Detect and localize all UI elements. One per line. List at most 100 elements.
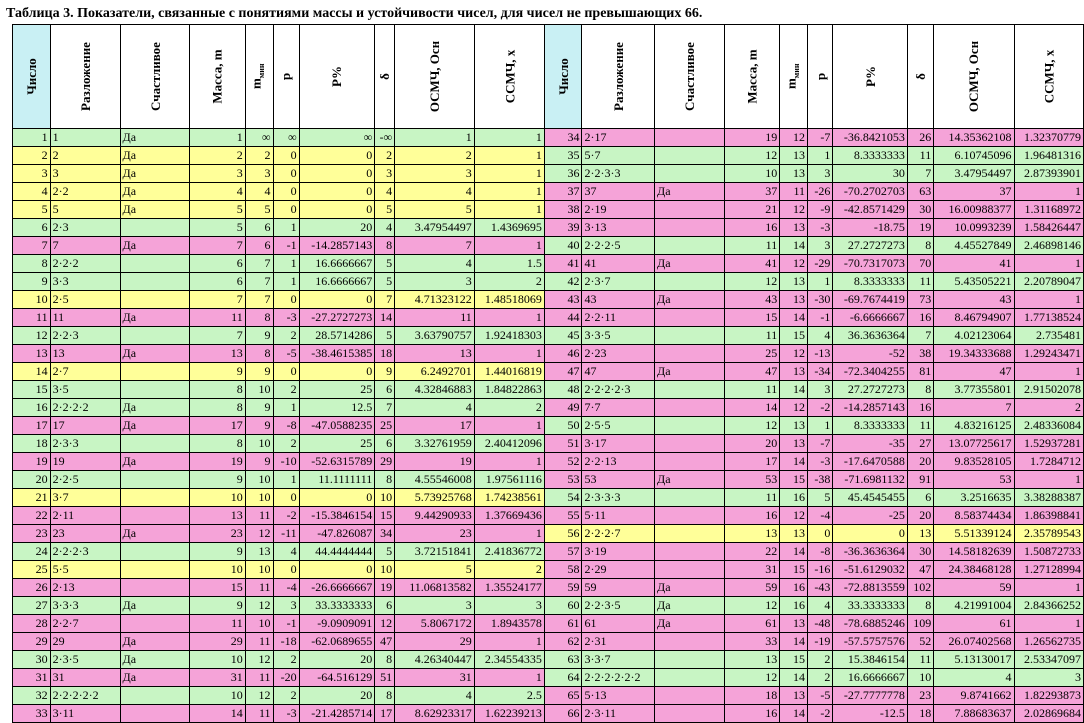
cell-p: 3 — [806, 380, 834, 399]
table-row: 1 1 Да 1 ∞ ∞ ∞ -∞ 1 1 34 2·17 19 12 -7 -36.8421053 26 14.… — [12, 128, 1084, 147]
cell-osmch: 7.88683637 — [933, 704, 1015, 723]
cell-mmin: 12 — [779, 506, 808, 525]
cell-ssmch: 1 — [473, 236, 545, 255]
cell-ssmch: 2.41836772 — [473, 542, 545, 561]
cell-osmch: 5.43505221 — [933, 272, 1015, 291]
cell-delta: 11 — [906, 416, 935, 435]
cell-factorization: 2·2·2·5 — [581, 236, 656, 255]
cell-osmch: 4.02123064 — [933, 326, 1015, 345]
cell-delta: 5 — [374, 254, 396, 273]
cell-happy — [654, 434, 725, 453]
cell-factorization: 5·11 — [581, 506, 656, 525]
cell-delta: 29 — [374, 452, 396, 471]
cell-mmin: 11 — [244, 578, 274, 597]
cell-mmin: 9 — [244, 452, 274, 471]
cell-number: 48 — [543, 380, 583, 399]
cell-mass: 16 — [723, 704, 781, 723]
cell-mass: 10 — [189, 560, 246, 579]
cell-osmch: 4.71323122 — [394, 290, 475, 309]
cell-p: -9 — [806, 200, 834, 219]
cell-ppct: 44.4444444 — [298, 542, 376, 561]
cell-mmin: 12 — [779, 344, 808, 363]
cell-delta: 6 — [906, 488, 935, 507]
cell-mass: 9 — [189, 362, 246, 381]
cell-number: 66 — [543, 704, 583, 723]
cell-happy — [654, 218, 725, 237]
cell-osmch: 14.58182639 — [933, 542, 1015, 561]
cell-happy: Да — [119, 236, 191, 255]
cell-osmch: 19.34333688 — [933, 344, 1015, 363]
cell-mass: 17 — [723, 452, 781, 471]
cell-number: 10 — [12, 290, 51, 309]
cell-number: 52 — [543, 452, 583, 471]
cell-p: 2 — [272, 686, 300, 705]
cell-factorization: 2·2·13 — [581, 452, 656, 471]
cell-mmin: 9 — [244, 362, 274, 381]
header-delta-2: δ — [906, 24, 935, 129]
cell-number: 46 — [543, 344, 583, 363]
cell-mmin: 11 — [244, 506, 274, 525]
cell-ssmch: 1 — [1013, 182, 1084, 201]
cell-p: -48 — [806, 614, 834, 633]
cell-ppct: -26.6666667 — [298, 578, 376, 597]
cell-number: 53 — [543, 470, 583, 489]
cell-ssmch: 1.7284712 — [1013, 452, 1084, 471]
cell-number: 64 — [543, 668, 583, 687]
cell-mass: 47 — [723, 362, 781, 381]
cell-ppct: -35 — [832, 434, 908, 453]
cell-osmch: 17 — [394, 416, 475, 435]
cell-factorization: 2·2·3·3 — [581, 164, 656, 183]
cell-ppct: -36.8421053 — [832, 128, 908, 147]
cell-number: 28 — [12, 614, 51, 633]
cell-factorization: 47 — [581, 362, 656, 381]
cell-number: 22 — [12, 506, 51, 525]
cell-delta: 16 — [906, 308, 935, 327]
cell-ppct: 0 — [832, 524, 908, 543]
cell-mass: 12 — [723, 272, 781, 291]
cell-happy: Да — [654, 470, 725, 489]
cell-number: 21 — [12, 488, 51, 507]
cell-number: 36 — [543, 164, 583, 183]
cell-mmin: 15 — [779, 470, 808, 489]
table-row: 10 2·5 7 7 0 0 7 4.71323122 1.48518069 43 43 Да 43 13… — [12, 290, 1084, 309]
cell-p: -18 — [272, 632, 300, 651]
cell-ssmch: 1.97561116 — [473, 470, 545, 489]
cell-p: -13 — [806, 344, 834, 363]
cell-mmin: 12 — [244, 686, 274, 705]
cell-delta: 9 — [374, 362, 396, 381]
cell-factorization: 23 — [49, 524, 121, 543]
cell-factorization: 2·2·11 — [581, 308, 656, 327]
cell-happy — [654, 146, 725, 165]
header-ppct-2: P% — [832, 24, 908, 129]
cell-p: 1 — [272, 254, 300, 273]
cell-delta: 17 — [374, 704, 396, 723]
table-row: 2 2 Да 2 2 0 0 2 2 1 35 5·7 12 13 1 8.3333333 11 6.107450… — [12, 146, 1084, 165]
cell-ppct: -42.8571429 — [832, 200, 908, 219]
cell-number: 38 — [543, 200, 583, 219]
cell-ppct: 27.2727273 — [832, 380, 908, 399]
cell-ppct: 0 — [298, 200, 376, 219]
cell-delta: 10 — [374, 488, 396, 507]
cell-mass: 9 — [189, 596, 246, 615]
table-row: 3 3 Да 3 3 0 0 3 3 1 36 2·2·3·3 10 13 3 30 7 3.47954497 2.… — [12, 164, 1084, 183]
cell-mass: 7 — [189, 290, 246, 309]
cell-ppct: 33.3333333 — [832, 596, 908, 615]
cell-mass: 11 — [723, 380, 781, 399]
cell-osmch: 8.46794907 — [933, 308, 1015, 327]
cell-delta: 11 — [906, 272, 935, 291]
cell-factorization: 2·3·3 — [49, 434, 121, 453]
cell-osmch: 14.35362108 — [933, 128, 1015, 147]
cell-osmch: 26.07402568 — [933, 632, 1015, 651]
cell-happy: Да — [119, 128, 191, 147]
cell-p: 0 — [272, 290, 300, 309]
cell-ssmch: 3 — [473, 596, 545, 615]
cell-mass: 9 — [189, 542, 246, 561]
cell-mass: 16 — [723, 218, 781, 237]
cell-mmin: 7 — [244, 254, 274, 273]
cell-p: 1 — [806, 416, 834, 435]
cell-osmch: 11 — [394, 308, 475, 327]
cell-ssmch: 1.50872733 — [1013, 542, 1084, 561]
cell-happy — [654, 344, 725, 363]
cell-mass: 4 — [189, 182, 246, 201]
cell-delta: 20 — [906, 506, 935, 525]
